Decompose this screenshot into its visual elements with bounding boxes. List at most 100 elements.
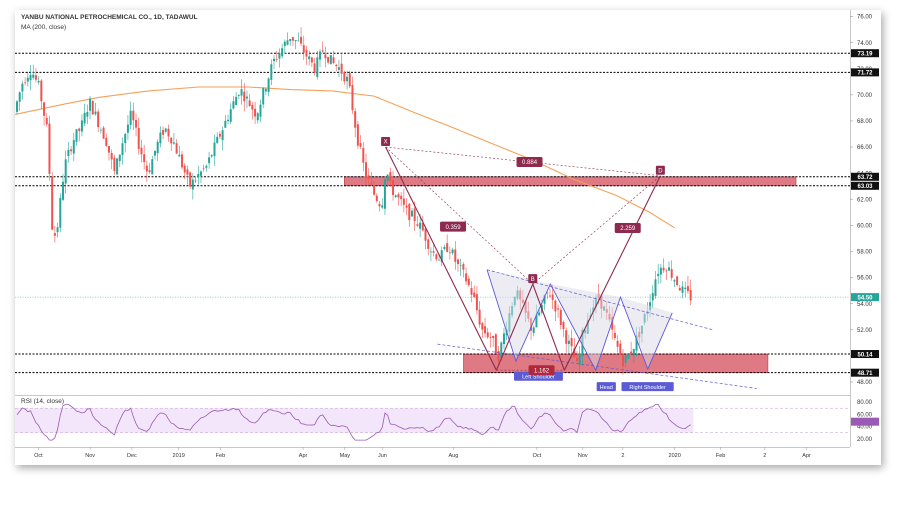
candle-body[interactable] <box>259 104 262 117</box>
leg-xa[interactable] <box>385 146 497 371</box>
candle-body[interactable] <box>557 308 560 310</box>
candle-body[interactable] <box>305 49 308 57</box>
candle-body[interactable] <box>497 350 500 362</box>
candle-body[interactable] <box>567 340 570 344</box>
candle-body[interactable] <box>337 67 340 70</box>
candle-body[interactable] <box>32 74 35 78</box>
candle-body[interactable] <box>676 276 679 286</box>
candle-body[interactable] <box>475 294 478 311</box>
candle-body[interactable] <box>64 159 67 184</box>
candle-body[interactable] <box>67 149 70 157</box>
candle-body[interactable] <box>232 101 235 109</box>
candle-body[interactable] <box>159 132 162 144</box>
candle-body[interactable] <box>264 89 267 92</box>
candle-body[interactable] <box>327 57 330 63</box>
candle-body[interactable] <box>486 332 489 338</box>
candle-body[interactable] <box>378 203 381 207</box>
candle-body[interactable] <box>346 76 349 82</box>
candle-body[interactable] <box>435 254 438 260</box>
candle-body[interactable] <box>616 340 619 347</box>
candle-body[interactable] <box>462 264 465 270</box>
price-chart[interactable]: Left Shoulder Head Right Shoulder X B D 0.359… <box>14 10 881 465</box>
candle-body[interactable] <box>24 82 27 84</box>
candle-body[interactable] <box>256 113 259 121</box>
candle-body[interactable] <box>546 292 549 294</box>
candle-body[interactable] <box>248 100 251 107</box>
candle-body[interactable] <box>543 295 546 304</box>
candle-body[interactable] <box>456 259 459 265</box>
candle-body[interactable] <box>459 265 462 267</box>
candle-body[interactable] <box>632 348 635 356</box>
candle-body[interactable] <box>354 111 357 128</box>
candle-body[interactable] <box>43 102 46 116</box>
candle-body[interactable] <box>113 157 116 172</box>
candle-body[interactable] <box>400 195 403 200</box>
candle-body[interactable] <box>89 98 92 111</box>
candle-body[interactable] <box>278 53 281 59</box>
candle-body[interactable] <box>313 63 316 74</box>
candle-body[interactable] <box>319 51 322 60</box>
candle-body[interactable] <box>70 149 73 152</box>
candle-body[interactable] <box>254 108 257 117</box>
candle-body[interactable] <box>202 167 205 169</box>
candle-body[interactable] <box>348 73 351 87</box>
candle-body[interactable] <box>105 137 108 146</box>
candle-body[interactable] <box>689 289 692 301</box>
candle-body[interactable] <box>343 72 346 82</box>
candle-body[interactable] <box>573 348 576 358</box>
candle-body[interactable] <box>213 142 216 157</box>
candle-body[interactable] <box>622 355 625 367</box>
candle-body[interactable] <box>559 309 562 326</box>
candle-body[interactable] <box>635 335 638 351</box>
candle-body[interactable] <box>446 243 449 252</box>
candle-body[interactable] <box>210 155 213 157</box>
candle-body[interactable] <box>481 322 484 330</box>
candle-body[interactable] <box>51 176 54 230</box>
candle-body[interactable] <box>438 259 441 261</box>
candle-body[interactable] <box>356 124 359 146</box>
candle-body[interactable] <box>102 127 105 139</box>
candle-body[interactable] <box>316 57 319 77</box>
candle-body[interactable] <box>624 355 627 363</box>
candle-body[interactable] <box>321 50 324 52</box>
candle-body[interactable] <box>116 158 119 175</box>
candle-body[interactable] <box>297 40 300 42</box>
candle-body[interactable] <box>394 195 397 198</box>
candle-body[interactable] <box>492 335 495 339</box>
candle-body[interactable] <box>75 129 78 142</box>
candle-body[interactable] <box>405 205 408 208</box>
resistance-zone[interactable] <box>344 176 797 187</box>
candle-body[interactable] <box>37 80 40 83</box>
candle-body[interactable] <box>167 128 170 137</box>
leg-ab[interactable] <box>495 283 534 371</box>
candle-body[interactable] <box>243 91 246 102</box>
candle-body[interactable] <box>197 174 200 178</box>
candle-body[interactable] <box>164 128 167 132</box>
candle-body[interactable] <box>392 180 395 196</box>
candle-body[interactable] <box>364 162 367 178</box>
candle-body[interactable] <box>340 63 343 74</box>
candle-body[interactable] <box>251 105 254 110</box>
candle-body[interactable] <box>451 249 454 254</box>
candle-body[interactable] <box>80 120 83 132</box>
candle-body[interactable] <box>86 111 89 117</box>
candle-body[interactable] <box>611 317 614 330</box>
candle-body[interactable] <box>48 123 51 174</box>
candle-body[interactable] <box>21 83 24 92</box>
candle-body[interactable] <box>494 334 497 354</box>
candle-body[interactable] <box>448 252 451 254</box>
candle-body[interactable] <box>651 293 654 301</box>
candle-body[interactable] <box>267 78 270 93</box>
candle-body[interactable] <box>654 279 657 296</box>
head-shoulders-path[interactable] <box>486 269 673 372</box>
candle-body[interactable] <box>53 233 56 236</box>
candle-body[interactable] <box>262 88 265 105</box>
candle-body[interactable] <box>183 165 186 173</box>
candle-body[interactable] <box>440 250 443 262</box>
candle-body[interactable] <box>175 143 178 154</box>
candle-body[interactable] <box>662 267 665 271</box>
candle-body[interactable] <box>489 337 492 338</box>
support-zone[interactable] <box>463 353 769 373</box>
candle-body[interactable] <box>97 111 100 128</box>
candle-body[interactable] <box>421 222 424 231</box>
